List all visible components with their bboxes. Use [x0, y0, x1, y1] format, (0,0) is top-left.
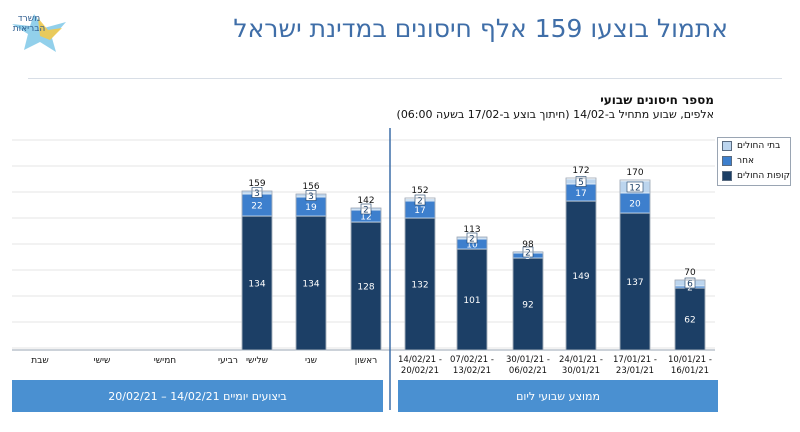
data-label: 22 — [251, 202, 262, 212]
bar-segment — [619, 212, 651, 351]
data-label-box — [575, 176, 587, 187]
data-label-box — [414, 194, 426, 206]
x-tick-label: 07/02/21 -13/02/21 — [450, 355, 494, 376]
chart-legend: בתי החולים אחר קופות החולים — [717, 137, 791, 186]
chart-subtitle: מספר חיסונים שבועי — [600, 93, 714, 107]
x-tick-label: 24/01/21 -30/01/21 — [559, 355, 603, 376]
bar-segment — [456, 248, 488, 351]
data-label: 17 — [414, 206, 425, 216]
data-label: 132 — [411, 281, 428, 291]
legend-swatch-kupot — [722, 171, 732, 181]
bar-segment — [512, 257, 544, 351]
data-label: 10 — [466, 241, 478, 251]
legend-swatch-hospitals — [722, 141, 732, 151]
x-tick-label: 17/01/21 -23/01/21 — [613, 355, 657, 376]
data-label-box — [626, 181, 644, 193]
data-label: 20 — [629, 200, 641, 210]
data-label: 2 — [525, 249, 531, 259]
total-label: 172 — [572, 166, 589, 176]
bar-outline — [456, 236, 488, 351]
legend-swatch-other — [722, 156, 732, 166]
data-label-box — [360, 203, 372, 215]
legend-item-hospitals: בתי החולים — [718, 139, 790, 153]
bar-segment — [350, 221, 382, 351]
legend-label: אחר — [737, 156, 754, 166]
total-label: 98 — [522, 240, 534, 250]
data-label: 134 — [248, 280, 265, 290]
divider — [28, 78, 782, 79]
bar-outline — [619, 179, 651, 351]
bar-outline — [404, 197, 436, 351]
data-label: 134 — [302, 280, 319, 290]
bar-outline — [241, 190, 273, 351]
total-label: 113 — [463, 225, 480, 235]
data-label: 137 — [626, 278, 643, 288]
legend-label: בתי החולים — [737, 141, 781, 151]
data-label: 2 — [363, 206, 369, 216]
total-label: 156 — [302, 182, 319, 192]
logo-text: משרד הבריאות — [12, 14, 46, 34]
total-label: 170 — [626, 168, 643, 178]
x-tick-label: ראשון — [355, 356, 377, 366]
daily-performance-band: ביצועים יומיים 14/02/21 – 20/02/21 — [12, 380, 383, 412]
data-label: 5 — [578, 178, 584, 188]
x-tick-label: רביעי — [218, 356, 238, 366]
data-label-box — [684, 277, 696, 289]
bar-outline — [350, 207, 382, 351]
x-tick-label: שני — [305, 356, 317, 366]
data-label: 92 — [522, 301, 533, 311]
data-label: 62 — [684, 316, 695, 326]
total-label: 142 — [357, 196, 374, 206]
x-tick-label: חמישי — [154, 356, 177, 366]
x-tick-label: 30/01/21 -06/02/21 — [506, 355, 550, 376]
data-label: 2 — [687, 284, 693, 294]
data-label: 6 — [687, 280, 693, 290]
page-title: אתמול בוצעו 159 אלף חיסונים במדינת ישראל — [233, 14, 728, 43]
x-tick-label: 10/01/21 -16/01/21 — [668, 355, 712, 376]
health-ministry-logo — [12, 14, 66, 52]
data-label: 101 — [463, 296, 480, 306]
data-label-box — [466, 232, 478, 244]
data-label: 12 — [629, 184, 640, 194]
legend-item-kupot: קופות החולים — [718, 169, 790, 183]
total-label: 70 — [684, 268, 696, 278]
bar-outline — [565, 177, 597, 351]
legend-label: קופות החולים — [737, 171, 790, 181]
data-label: 149 — [572, 272, 589, 282]
data-label: 3 — [254, 189, 260, 199]
data-label: 19 — [305, 203, 317, 213]
bar-outline — [512, 251, 544, 351]
bar-outline — [674, 279, 706, 351]
bar-outline — [295, 193, 327, 351]
data-label: 2 — [469, 235, 475, 245]
x-tick-label: שישי — [94, 356, 111, 366]
chart-subtitle-note: אלפים, שבוע מתחיל ב-14/02 (חיתוך בוצע ב-… — [396, 108, 714, 121]
legend-item-other: אחר — [718, 154, 790, 168]
x-tick-label: שלישי — [246, 356, 268, 366]
weekly-average-band: ממוצע שבועי ליום — [398, 380, 718, 412]
data-label: 12 — [360, 213, 371, 223]
x-tick-label: שבת — [31, 356, 49, 366]
total-label: 159 — [248, 179, 265, 189]
bar-segment — [565, 200, 597, 351]
x-tick-label: 14/02/21 -20/02/21 — [398, 355, 442, 376]
data-label-box — [251, 187, 263, 198]
data-label: 17 — [575, 189, 586, 199]
data-label: 128 — [357, 283, 374, 293]
total-label: 152 — [411, 186, 428, 196]
data-label: 3 — [308, 192, 314, 202]
data-label: 2 — [417, 197, 423, 207]
data-label-box — [305, 190, 317, 201]
